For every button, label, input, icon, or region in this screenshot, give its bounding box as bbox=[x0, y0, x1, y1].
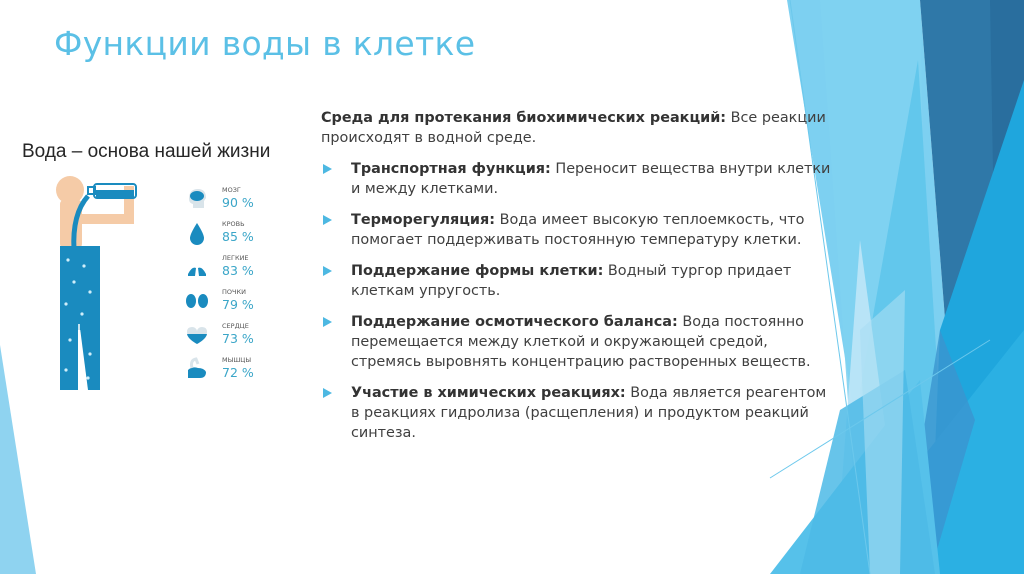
water-infographic: мозг 90 % кровь 85 % легкие 83 % почки 7… bbox=[48, 174, 278, 400]
stat-blood: кровь 85 % bbox=[184, 220, 284, 250]
bullet-arrow-icon bbox=[323, 215, 332, 225]
bullet-text: Водный тургор придает клеткам упругость. bbox=[351, 263, 792, 299]
bullet-term: Транспортная функция: bbox=[351, 161, 551, 177]
stat-label: легкие bbox=[222, 254, 249, 262]
bullet-term: Поддержание осмотического баланса: bbox=[351, 314, 678, 330]
stat-value: 83 % bbox=[222, 263, 254, 278]
bullet-term: Терморегуляция: bbox=[351, 212, 496, 228]
stat-kidneys: почки 79 % bbox=[184, 288, 284, 318]
list-item-thermoregulation: Терморегуляция: Вода имеет высокую тепло… bbox=[321, 210, 831, 250]
intro-term: Среда для протекания биохимических реакц… bbox=[321, 110, 727, 126]
stat-heart: сердце 73 % bbox=[184, 322, 284, 352]
bullet-arrow-icon bbox=[323, 164, 332, 174]
stat-label: сердце bbox=[222, 322, 249, 330]
bullet-text: Вода постоянно перемещается между клетко… bbox=[351, 314, 811, 370]
list-item-cell-shape: Поддержание формы клетки: Водный тургор … bbox=[321, 261, 831, 301]
list-item-transport: Транспортная функция: Переносит вещества… bbox=[321, 159, 831, 199]
person-drinking-water-illustration bbox=[56, 176, 137, 390]
stat-label: мышцы bbox=[222, 356, 252, 364]
kidneys-icon bbox=[186, 294, 208, 308]
functions-list: Транспортная функция: Переносит вещества… bbox=[321, 159, 831, 443]
stat-value: 73 % bbox=[222, 331, 254, 346]
stat-value: 85 % bbox=[222, 229, 254, 244]
stat-muscle: мышцы 72 % bbox=[184, 356, 284, 386]
bullet-text: Переносит вещества внутри клетки и между… bbox=[351, 161, 831, 197]
stat-value: 90 % bbox=[222, 195, 254, 210]
stat-label: почки bbox=[222, 288, 246, 296]
lungs-icon bbox=[188, 260, 206, 276]
functions-text-block: Среда для протекания биохимических реакц… bbox=[321, 108, 831, 454]
left-triangle-shape bbox=[0, 345, 36, 574]
slide-title: Функции воды в клетке bbox=[54, 24, 476, 63]
bullet-arrow-icon bbox=[323, 388, 332, 398]
list-item-osmotic-balance: Поддержание осмотического баланса: Вода … bbox=[321, 312, 831, 372]
bullet-arrow-icon bbox=[323, 317, 332, 327]
intro-paragraph: Среда для протекания биохимических реакц… bbox=[321, 108, 831, 148]
bullet-term: Участие в химических реакциях: bbox=[351, 385, 626, 401]
bullet-arrow-icon bbox=[323, 266, 332, 276]
bullet-text: Вода является реагентом в реакциях гидро… bbox=[351, 385, 827, 441]
list-item-chemical-reactions: Участие в химических реакциях: Вода явля… bbox=[321, 383, 831, 443]
stat-brain: мозг 90 % bbox=[184, 186, 284, 216]
stat-value: 72 % bbox=[222, 365, 254, 380]
blood-drop-icon bbox=[190, 223, 204, 245]
stat-lungs: легкие 83 % bbox=[184, 254, 284, 284]
stat-label: мозг bbox=[222, 186, 241, 194]
bullet-text: Вода имеет высокую теплоемкость, что пом… bbox=[351, 212, 805, 248]
slide-subtitle: Вода – основа нашей жизни bbox=[22, 141, 271, 162]
brain-icon bbox=[189, 189, 206, 208]
muscle-icon bbox=[188, 357, 206, 378]
heart-icon bbox=[187, 327, 207, 344]
intro-text: Все реакции происходят в водной среде. bbox=[321, 110, 826, 146]
stat-label: кровь bbox=[222, 220, 245, 228]
bullet-term: Поддержание формы клетки: bbox=[351, 263, 604, 279]
stat-value: 79 % bbox=[222, 297, 254, 312]
